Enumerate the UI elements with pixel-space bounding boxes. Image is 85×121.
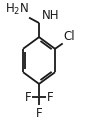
Text: NH: NH	[42, 9, 60, 22]
Text: Cl: Cl	[63, 30, 75, 43]
Text: H$_2$N: H$_2$N	[5, 2, 29, 17]
Text: F: F	[24, 91, 31, 104]
Text: F: F	[47, 91, 54, 104]
Text: F: F	[36, 107, 42, 120]
